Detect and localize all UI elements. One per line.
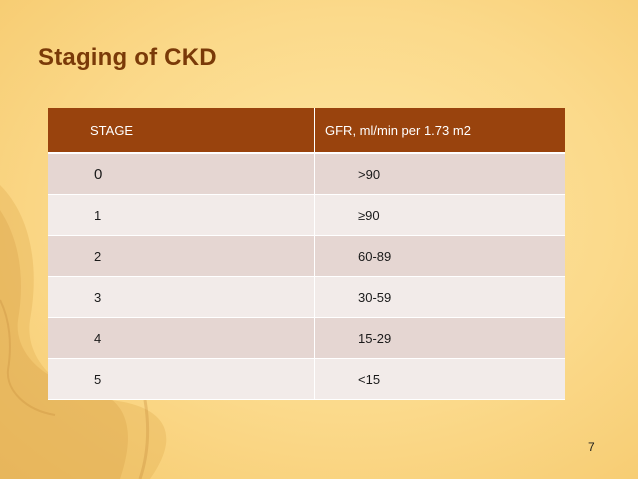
gfr-cell: <15: [314, 359, 565, 400]
ckd-staging-table: STAGE GFR, ml/min per 1.73 m2 0 >90 1 ≥9…: [48, 108, 565, 400]
page-number: 7: [588, 440, 595, 454]
header-gfr: GFR, ml/min per 1.73 m2: [314, 108, 565, 154]
stage-cell: 3: [48, 277, 314, 318]
gfr-cell: 60-89: [314, 236, 565, 277]
stage-cell: 5: [48, 359, 314, 400]
header-stage: STAGE: [48, 108, 314, 154]
table-row: 5 <15: [48, 359, 565, 400]
stage-cell: 0: [48, 154, 314, 195]
table-row: 0 >90: [48, 154, 565, 195]
table-header-row: STAGE GFR, ml/min per 1.73 m2: [48, 108, 565, 154]
stage-cell: 1: [48, 195, 314, 236]
slide-title: Staging of CKD: [38, 44, 217, 71]
gfr-cell: 30-59: [314, 277, 565, 318]
table-row: 1 ≥90: [48, 195, 565, 236]
table-row: 3 30-59: [48, 277, 565, 318]
stage-cell: 2: [48, 236, 314, 277]
gfr-cell: >90: [314, 154, 565, 195]
stage-cell: 4: [48, 318, 314, 359]
table-row: 4 15-29: [48, 318, 565, 359]
gfr-cell: ≥90: [314, 195, 565, 236]
table-row: 2 60-89: [48, 236, 565, 277]
gfr-cell: 15-29: [314, 318, 565, 359]
